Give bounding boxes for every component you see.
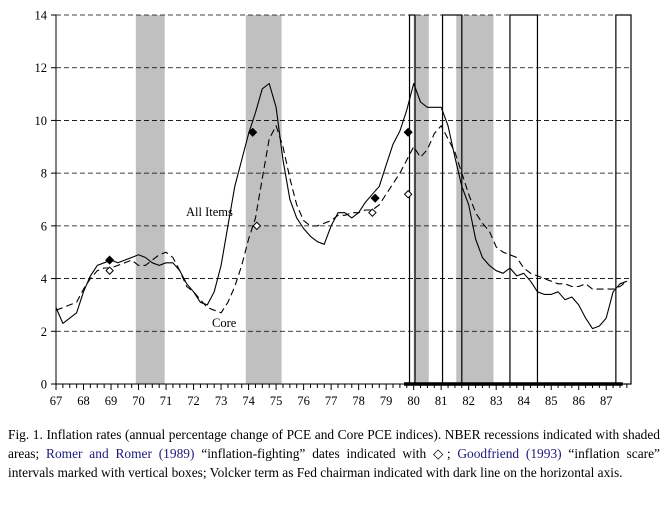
recession-band-3 (456, 15, 494, 384)
romer-marker-filled (403, 127, 413, 137)
caption-text-2: “inflation-fighting” dates indicated wit… (194, 446, 458, 461)
x-tick-label: 73 (215, 394, 228, 405)
x-tick-label: 74 (242, 394, 255, 405)
scare-box-3 (615, 14, 632, 385)
x-tick-label: 72 (187, 394, 200, 405)
romer-marker-open (105, 266, 114, 275)
caption-text-3: “inflation scare” intervals marked with … (8, 446, 661, 480)
x-tick-label: 71 (160, 394, 173, 405)
inflation-scare-boxes (408, 14, 632, 385)
caption-text-1: Fig. 1. Inflation rates (annual percenta… (8, 427, 660, 461)
romer-marker-filled (370, 193, 380, 203)
x-tick-label: 79 (380, 394, 393, 405)
romer-marker-open (403, 189, 413, 199)
recession-band-1 (245, 15, 282, 384)
y-tick-label: 0 (41, 378, 47, 392)
axes (51, 14, 631, 390)
x-tick-label: 76 (297, 394, 310, 405)
recession-band-2 (413, 15, 429, 384)
romer-marker-open (368, 208, 377, 217)
x-tick-label: 85 (545, 394, 558, 405)
x-tick-label: 81 (435, 394, 448, 405)
x-tick-label: 77 (325, 394, 338, 405)
romer-citation-link[interactable]: Romer and Romer (1989) (46, 446, 195, 461)
y-tick-label: 2 (41, 325, 47, 339)
recession-band-0 (135, 15, 165, 384)
goodfriend-citation-link[interactable]: Goodfriend (1993) (457, 446, 562, 461)
scare-box-2 (509, 14, 539, 385)
x-tick-label: 70 (132, 394, 145, 405)
series-lines (55, 82, 628, 330)
x-tick-label: 67 (50, 394, 63, 405)
recession-shading (135, 15, 494, 384)
y-tick-label: 10 (35, 114, 48, 128)
x-tick-label: 69 (105, 394, 118, 405)
romer-marker-filled (105, 255, 115, 265)
x-tick-label: 87 (600, 394, 613, 405)
x-tick-label: 83 (490, 394, 503, 405)
romer-markers (105, 127, 413, 275)
figure-caption: Fig. 1. Inflation rates (annual percenta… (8, 425, 660, 482)
y-tick-label: 8 (41, 167, 47, 181)
y-tick-label: 4 (41, 272, 48, 286)
y-tick-label: 14 (35, 9, 48, 23)
y-tick-label: 6 (41, 219, 47, 233)
series-line-0 (55, 82, 628, 330)
x-tick-label: 82 (462, 394, 475, 405)
core-label: Core (212, 316, 237, 330)
y-tick-label: 12 (35, 61, 48, 75)
x-tick-label: 75 (270, 394, 283, 405)
x-tick-label: 80 (407, 394, 420, 405)
x-tick-label: 84 (517, 394, 530, 405)
x-tick-label: 68 (77, 394, 90, 405)
romer-marker-filled (248, 127, 258, 137)
all-items-label: All Items (186, 205, 233, 219)
romer-marker-open (252, 221, 262, 231)
x-tick-label: 78 (352, 394, 365, 405)
x-tick-label: 86 (572, 394, 585, 405)
